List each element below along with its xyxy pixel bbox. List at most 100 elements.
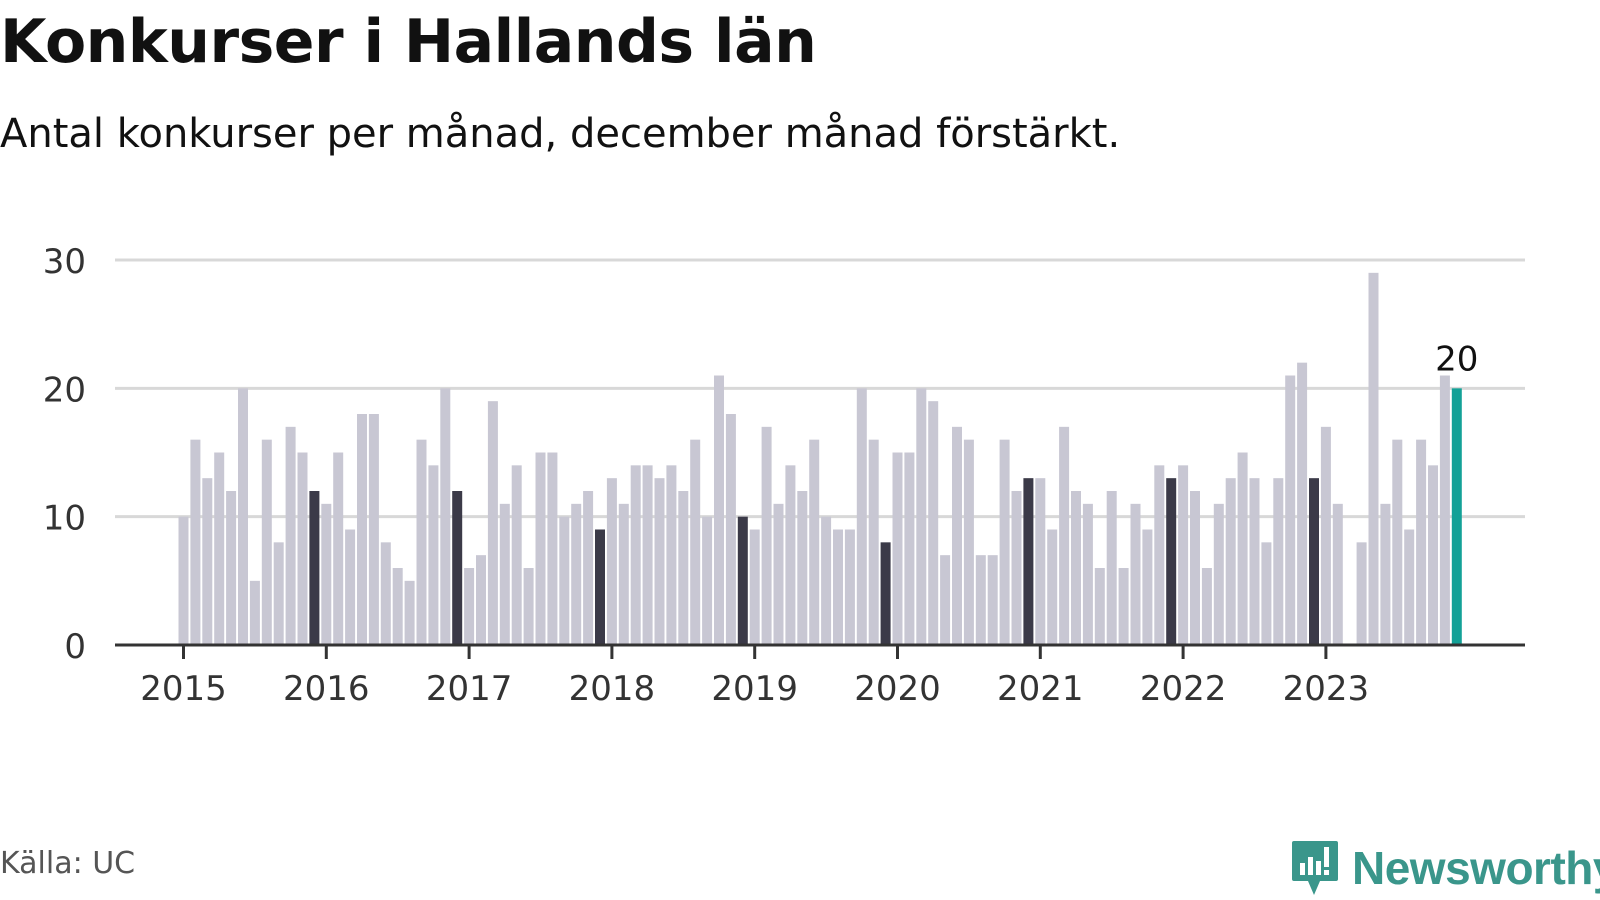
bar [916, 388, 927, 645]
bar [1297, 362, 1308, 645]
bar-chart: 0 10 20 30 2015 2016 2017 2018 2019 2020 2021 2022… [43, 242, 1525, 709]
x-axis-tick-labels: 2015 2016 2017 2018 2019 2020 2021 2022 2023 [140, 669, 1369, 709]
bar [725, 414, 736, 645]
bar [1106, 491, 1117, 645]
bar [214, 452, 225, 645]
source-label: Källa: UC [0, 846, 136, 881]
bar-december [1023, 478, 1034, 645]
bar [714, 375, 724, 645]
bar [226, 491, 237, 645]
bar-december [309, 491, 320, 645]
bar [1356, 542, 1367, 645]
bar [249, 580, 260, 645]
bar [1273, 478, 1284, 645]
chart-title: Konkurser i Hallands län [0, 7, 817, 77]
bar [797, 491, 808, 645]
bar [464, 568, 475, 645]
bar [844, 529, 855, 645]
bar [1392, 439, 1403, 645]
bar [1368, 272, 1379, 645]
bar [1225, 478, 1236, 645]
bar [999, 439, 1010, 645]
bar [1071, 491, 1081, 645]
bar [618, 503, 629, 645]
bar [1035, 478, 1046, 645]
bar [583, 491, 594, 645]
bar [928, 401, 939, 645]
bar [321, 503, 332, 645]
bar [392, 568, 403, 645]
bar [499, 503, 510, 645]
bar-latest [1451, 388, 1462, 645]
x-tick-label: 2019 [711, 669, 798, 709]
bar [630, 465, 641, 645]
bar [416, 439, 427, 645]
bar [940, 555, 951, 645]
bar [904, 452, 915, 645]
y-axis-tick-labels: 0 10 20 30 [43, 242, 86, 667]
bar [1380, 503, 1391, 645]
bar [761, 426, 772, 645]
bar [821, 516, 832, 645]
brand-logo[interactable]: Newsworthy [1290, 838, 1600, 898]
bar [547, 452, 558, 645]
bar [773, 503, 784, 645]
bar [1059, 426, 1070, 645]
bar [190, 439, 201, 645]
bar [1439, 375, 1450, 645]
bar [987, 555, 998, 645]
bar [785, 465, 796, 645]
bar [856, 388, 867, 645]
bar [1285, 375, 1296, 645]
bar [678, 491, 689, 645]
bar [963, 439, 974, 645]
bar [178, 516, 189, 645]
bar [1249, 478, 1260, 645]
bar [1178, 465, 1189, 645]
chart-subtitle: Antal konkurser per månad, december måna… [0, 111, 1121, 157]
bars [178, 272, 1462, 645]
bar [238, 388, 248, 645]
x-axis [115, 643, 1525, 659]
x-tick-label: 2016 [283, 669, 370, 709]
x-tick-label: 2021 [997, 669, 1084, 709]
bar [1190, 491, 1200, 645]
bar [702, 516, 713, 645]
newsworthy-logo-icon [1292, 841, 1338, 895]
bar-december [880, 542, 891, 645]
bar [1154, 465, 1165, 645]
bar [809, 439, 820, 645]
bar-december [1309, 478, 1319, 645]
bar [642, 465, 653, 645]
bar [273, 542, 284, 645]
y-tick-label: 0 [64, 627, 86, 667]
bar [202, 478, 213, 645]
bar [345, 529, 356, 645]
bar [487, 401, 498, 645]
bar [1201, 568, 1212, 645]
bar [1332, 503, 1343, 645]
bar [297, 452, 308, 645]
bar [1404, 529, 1415, 645]
bar [1237, 452, 1248, 645]
bar [1261, 542, 1272, 645]
annotations: 20 [1435, 339, 1478, 379]
bar-december [452, 491, 463, 645]
bar [868, 439, 879, 645]
bar [666, 465, 677, 645]
bar [404, 580, 415, 645]
y-tick-label: 20 [43, 370, 86, 410]
bar-december [595, 529, 605, 645]
bar [285, 426, 296, 645]
bar [1428, 465, 1438, 645]
y-tick-label: 10 [43, 499, 86, 539]
bar [333, 452, 344, 645]
bar [654, 478, 665, 645]
bar [535, 452, 546, 645]
bar [559, 516, 570, 645]
y-tick-label: 30 [43, 242, 86, 282]
x-tick-label: 2022 [1140, 669, 1227, 709]
x-tick-label: 2017 [426, 669, 513, 709]
bar [1213, 503, 1224, 645]
bar [1082, 503, 1093, 645]
